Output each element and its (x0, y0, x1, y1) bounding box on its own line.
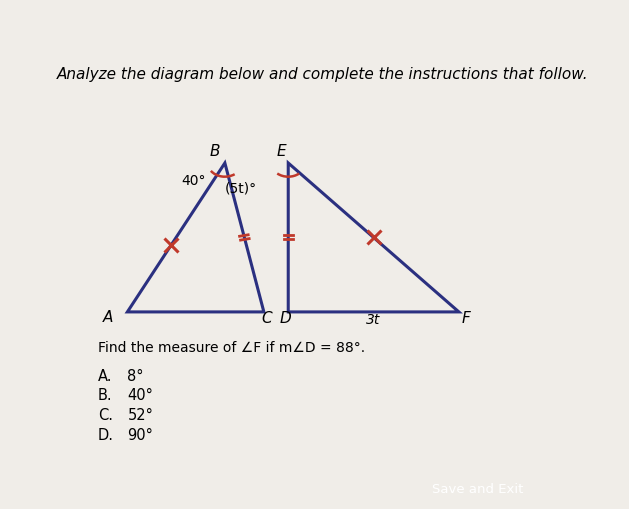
Text: D: D (280, 311, 292, 326)
Text: C: C (261, 311, 272, 326)
Text: Analyze the diagram below and complete the instructions that follow.: Analyze the diagram below and complete t… (57, 67, 588, 82)
Text: A.: A. (98, 369, 113, 384)
Text: Find the measure of ∠F if m∠D = 88°.: Find the measure of ∠F if m∠D = 88°. (98, 342, 365, 355)
Text: D.: D. (98, 428, 114, 442)
Text: 40°: 40° (181, 174, 206, 187)
Text: E: E (276, 144, 286, 159)
Text: C.: C. (98, 408, 113, 423)
Text: Save and Exit: Save and Exit (432, 483, 524, 496)
Text: B: B (210, 144, 220, 159)
Text: 52°: 52° (127, 408, 153, 423)
Text: (5t)°: (5t)° (225, 181, 257, 195)
Text: F: F (462, 311, 470, 326)
Text: A: A (103, 309, 113, 325)
Text: 8°: 8° (127, 369, 144, 384)
Text: 3t: 3t (366, 313, 381, 327)
Text: B.: B. (98, 388, 113, 403)
Text: 90°: 90° (127, 428, 153, 442)
Text: 40°: 40° (127, 388, 153, 403)
